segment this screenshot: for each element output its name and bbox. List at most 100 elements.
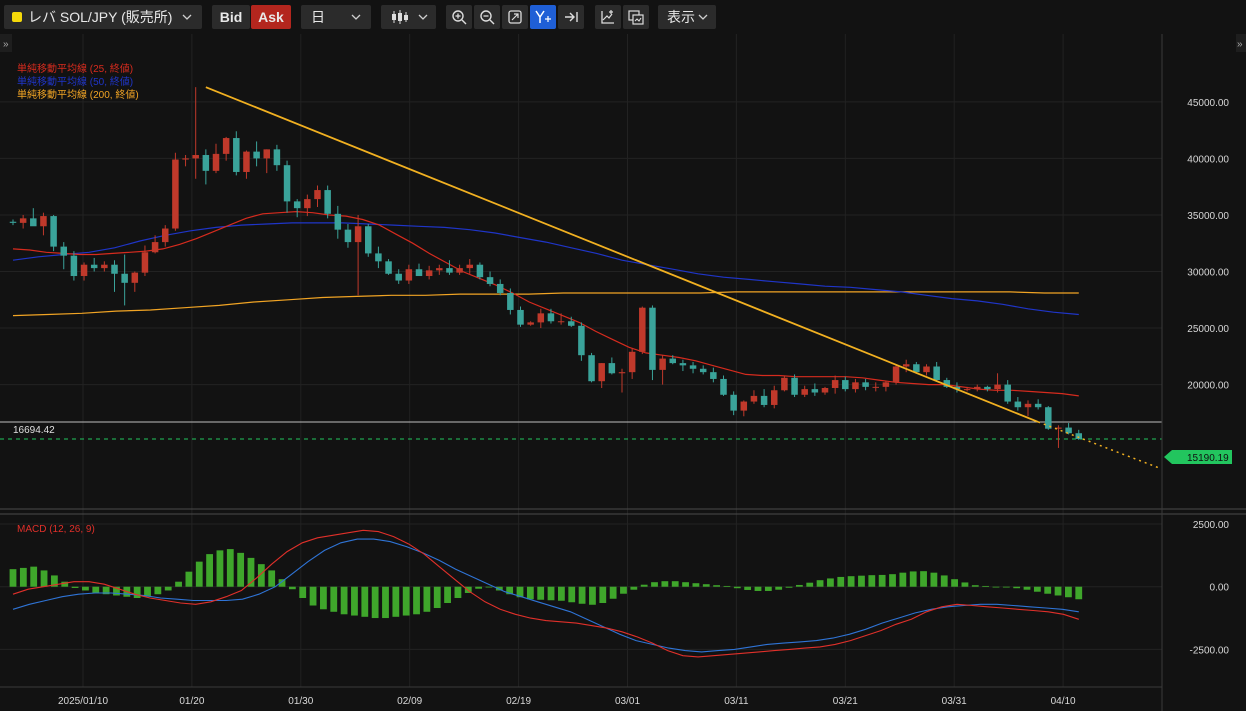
candle-body [913, 364, 920, 373]
candle [639, 306, 646, 355]
candle [30, 208, 37, 227]
candle-body [324, 190, 331, 214]
candle-body [974, 386, 981, 390]
macd-histogram-bar [1033, 586, 1041, 592]
candle [496, 279, 504, 296]
candle-body [699, 368, 707, 373]
macd-histogram-bar [371, 586, 379, 619]
candle [740, 400, 748, 417]
macd-histogram-bar [682, 582, 689, 587]
macd-histogram-bar [133, 586, 141, 598]
candle-body [750, 395, 758, 402]
macd-histogram-bar [278, 579, 286, 587]
trendline[interactable] [205, 86, 1039, 423]
macd-histogram-bar [185, 571, 193, 587]
candle [1034, 399, 1042, 410]
candle-body [557, 321, 565, 323]
interval-selector[interactable]: 日 [301, 5, 371, 29]
candle-body [1024, 403, 1032, 408]
date-tick-label: 01/30 [288, 696, 313, 707]
candle-body [304, 199, 311, 209]
macd-histogram-bar [61, 581, 69, 587]
display-menu-button[interactable]: 表示 [658, 5, 716, 29]
candle-body [314, 190, 321, 200]
candle-body [608, 363, 616, 374]
macd-histogram-bar [144, 586, 151, 597]
legend-ma50: 単純移動平均線 (50, 終値) [17, 75, 133, 88]
candle [659, 355, 666, 385]
add-indicator-button[interactable] [595, 5, 621, 29]
candle-body [1004, 384, 1011, 402]
candle [111, 260, 118, 292]
macd-histogram-bar [206, 554, 213, 587]
candle-body [953, 386, 961, 390]
candle [720, 375, 727, 396]
candle [222, 136, 230, 161]
scroll-to-latest-button[interactable] [558, 5, 584, 29]
candle-body [446, 268, 453, 273]
candle [446, 260, 453, 275]
candle [862, 378, 869, 391]
macd-histogram-bar [909, 571, 917, 587]
y-axis-scale-button[interactable] [530, 5, 556, 29]
bid-button[interactable]: Bid [212, 5, 250, 29]
macd-histogram-bar [640, 584, 648, 587]
candle-body [101, 264, 108, 269]
date-tick-label: 03/01 [615, 696, 640, 707]
candle-body [50, 216, 57, 247]
macd-histogram-bar [775, 586, 783, 590]
candle-body [60, 246, 67, 256]
macd-histogram-bar [713, 585, 721, 587]
macd-histogram-bar [878, 574, 886, 587]
chart-type-selector[interactable] [381, 5, 436, 29]
ask-button[interactable]: Ask [251, 5, 291, 29]
macd-histogram-bar [992, 586, 1000, 588]
macd-histogram-bar [320, 586, 327, 610]
macd-histogram-bar [1002, 586, 1010, 588]
candle-body [293, 201, 301, 209]
candle-body [689, 365, 697, 369]
collapse-panel-left[interactable] [0, 34, 12, 52]
macd-histogram-bar [50, 575, 58, 587]
macd-tick-label: 0.00 [1210, 583, 1230, 594]
candle-body [923, 366, 930, 373]
compare-button[interactable] [623, 5, 649, 29]
zoom-out-button[interactable] [474, 5, 500, 29]
candle [172, 152, 179, 231]
date-tick-label: 03/21 [833, 696, 858, 707]
macd-histogram-bar [661, 581, 669, 587]
candle-body [415, 269, 423, 277]
candle-body [1055, 427, 1062, 429]
macd-histogram-bar [847, 576, 855, 587]
candle [699, 365, 707, 375]
zoom-in-button[interactable] [446, 5, 472, 29]
candle [121, 254, 128, 306]
macd-tick-label: 2500.00 [1193, 520, 1230, 531]
macd-histogram-bar [537, 586, 545, 600]
macd-histogram-bar [1013, 586, 1021, 589]
macd-histogram-bar [692, 583, 700, 587]
candle [791, 374, 798, 398]
macd-histogram-bar [288, 586, 296, 590]
candle-body [821, 387, 829, 393]
macd-histogram-bar [557, 586, 565, 601]
fit-screen-button[interactable] [502, 5, 528, 29]
candle [1055, 425, 1062, 448]
candle [974, 384, 981, 392]
candle-body [436, 268, 443, 271]
candle-body [1045, 407, 1052, 429]
collapse-panel-right[interactable] [1236, 34, 1246, 52]
candle [943, 377, 951, 388]
candle-body [9, 221, 17, 223]
macd-histogram-bar [444, 586, 451, 604]
candle-body [963, 389, 971, 391]
candle-body [233, 138, 240, 172]
symbol-selector[interactable]: レバ SOL/JPY (販売所) [4, 5, 202, 29]
macd-histogram-bar [547, 586, 555, 601]
candle [466, 259, 473, 274]
macd-histogram-bar [82, 586, 89, 591]
chart-area[interactable]: » » 20000.00 25000.00 30000.00 35000.00 4000… [0, 34, 1246, 711]
macd-histogram-bar [433, 586, 441, 609]
macd-histogram-bar [1075, 586, 1083, 600]
candle [578, 322, 585, 361]
